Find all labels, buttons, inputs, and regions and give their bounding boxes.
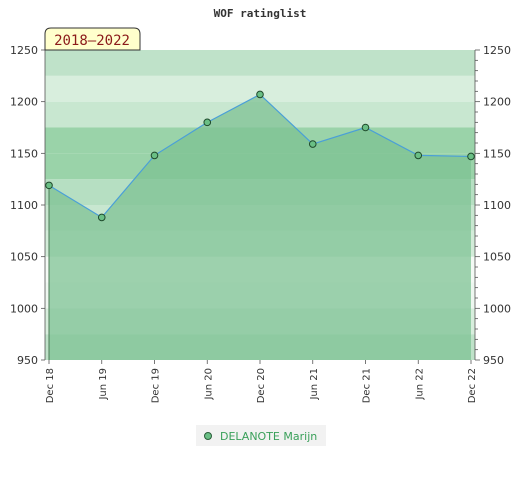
rating-point — [414, 151, 423, 160]
x-tick-label: Dec 19 — [151, 368, 162, 403]
x-tick-label: Dec 21 — [362, 368, 373, 403]
rating-point — [467, 152, 475, 161]
rating-markers — [45, 90, 475, 222]
y-tick-label-left: 1000 — [10, 302, 38, 315]
x-tick-label: Jun 21 — [309, 368, 320, 401]
y-tick-label-left: 1100 — [10, 199, 38, 212]
rating-point — [97, 213, 106, 222]
period-label: 2018–2022 — [54, 33, 130, 49]
rating-point — [256, 90, 264, 99]
x-tick-label: Jun 22 — [414, 368, 425, 401]
y-tick-label-right: 1250 — [483, 44, 511, 57]
y-tick-label-right: 1050 — [483, 251, 511, 264]
y-tick-label-left: 1150 — [10, 147, 38, 160]
x-tick-label: Dec 18 — [45, 368, 56, 403]
plot-band — [45, 50, 475, 76]
period-label-box: 2018–2022 — [44, 27, 141, 51]
rating-area-fill — [49, 94, 471, 360]
x-tick-label: Dec 20 — [256, 368, 267, 403]
x-tick-label: Jun 19 — [98, 368, 109, 401]
y-tick-label-right: 950 — [483, 354, 504, 367]
chart-title: WOF ratinglist — [214, 7, 307, 20]
x-tick-label: Jun 20 — [203, 368, 214, 401]
legend-series-name: DELANOTE Marijn — [220, 430, 317, 443]
y-tick-label-left: 1200 — [10, 96, 38, 109]
y-tick-label-right: 1150 — [483, 147, 511, 160]
rating-point — [308, 140, 317, 148]
legend-marker — [204, 432, 212, 440]
legend: DELANOTE Marijn — [196, 425, 326, 446]
rating-point — [150, 151, 159, 160]
y-tick-label-right: 1000 — [483, 302, 511, 315]
rating-point — [361, 123, 370, 132]
y-tick-label-left: 1250 — [10, 44, 38, 57]
x-tick-label: Dec 22 — [467, 368, 478, 403]
y-tick-label-right: 1200 — [483, 96, 511, 109]
axes: 950 950 1000 1000 1050 1050 1100 1100 1150 1150 12… — [10, 44, 511, 403]
y-tick-label-left: 950 — [17, 354, 38, 367]
rating-point — [203, 118, 212, 127]
rating-point — [45, 181, 53, 190]
y-tick-label-right: 1100 — [483, 199, 511, 212]
y-tick-label-left: 1050 — [10, 251, 38, 264]
